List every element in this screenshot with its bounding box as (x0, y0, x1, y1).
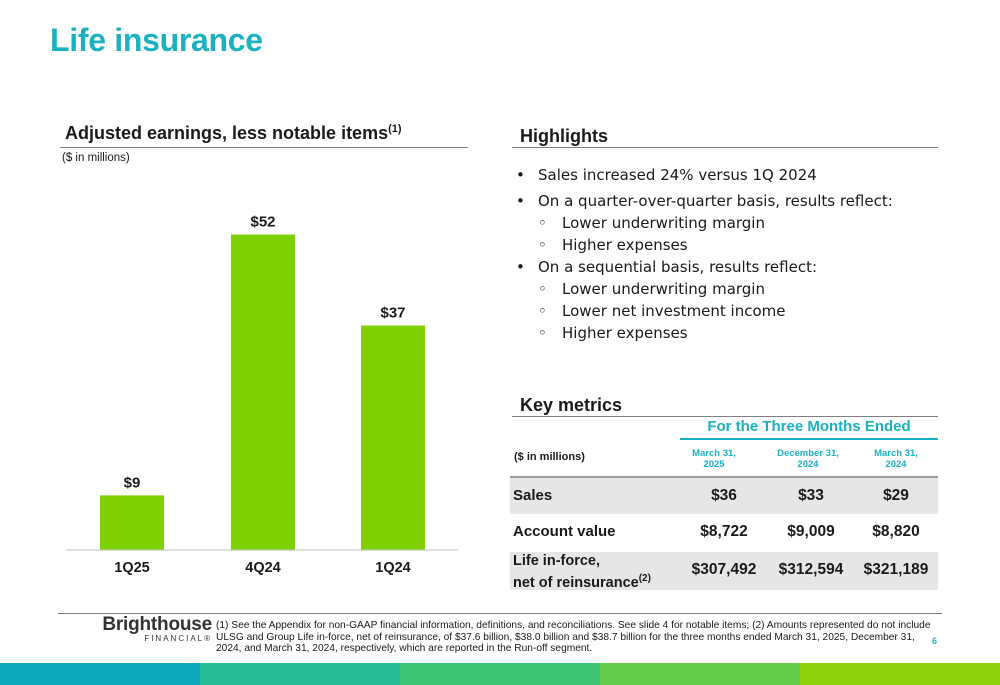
stripe-segment (0, 663, 200, 685)
key-metrics-heading: Key metrics (520, 395, 623, 415)
highlight-subitem: Lower net investment income (512, 300, 952, 322)
page-number: 6 (932, 636, 938, 646)
chart-heading-footnote: (1) (388, 123, 402, 135)
period-header: For the Three Months Ended (707, 418, 911, 435)
row-value: $321,189 (863, 561, 929, 578)
footer-rule (58, 613, 942, 614)
bottom-color-stripe (0, 663, 1000, 685)
stripe-segment (800, 663, 1000, 685)
stripe-segment (600, 663, 800, 685)
page-title: Life insurance (50, 22, 263, 58)
highlight-subitem: Higher expenses (512, 234, 952, 256)
column-header-mar-2024: March 31, 2024 (856, 448, 936, 470)
chart-heading-rule (60, 147, 468, 148)
key-metrics-heading-rule (512, 416, 938, 417)
highlights-heading-rule (512, 147, 938, 148)
highlight-item: On a sequential basis, results reflect: (512, 256, 952, 278)
row-value: $9,009 (787, 523, 835, 540)
stripe-segment (200, 663, 400, 685)
row-value: $307,492 (691, 561, 757, 578)
highlights-heading: Highlights (520, 126, 608, 146)
row-label: Account value (513, 523, 616, 540)
row-label-line: net of reinsurance(2) (513, 570, 651, 592)
row-label-footnote: (2) (638, 573, 651, 584)
x-tick-label: 1Q24 (375, 560, 410, 576)
x-tick-label: 1Q25 (114, 560, 149, 576)
chart-heading-text: Adjusted earnings, less notable items (65, 123, 389, 143)
x-tick-label: 4Q24 (245, 560, 280, 576)
bar-value-label: $37 (380, 305, 405, 322)
row-value: $33 (798, 487, 824, 504)
row-label: Life in-force, net of reinsurance(2) (513, 553, 651, 592)
bar-4q24 (231, 234, 295, 550)
column-header-line: December 31, (777, 448, 839, 459)
highlight-subitem: Lower underwriting margin (512, 278, 952, 300)
highlight-item: Sales increased 24% versus 1Q 2024 (512, 164, 952, 186)
chart-heading: Adjusted earnings, less notable items(1) (65, 123, 402, 144)
column-header-line: 2024 (797, 459, 819, 470)
column-header-line: March 31, (692, 448, 736, 459)
column-header-line: 2024 (885, 459, 907, 470)
bar-1q25 (100, 495, 164, 550)
bar-value-label: $52 (250, 214, 275, 231)
row-value: $312,594 (778, 561, 844, 578)
logo-subtext: FINANCIAL® (144, 634, 212, 643)
brighthouse-logo: Brighthouse FINANCIAL® (84, 614, 212, 643)
metrics-row-account-value: Account value $8,722 $9,009 $8,820 (510, 514, 938, 552)
chart-unit-note: ($ in millions) (62, 152, 130, 164)
bar-1q24 (361, 325, 425, 550)
column-header-mar-2025: March 31, 2025 (674, 448, 754, 470)
row-value: $8,722 (700, 523, 748, 540)
earnings-bar-chart: $9 1Q25 $52 4Q24 $37 1Q24 (66, 214, 458, 576)
footnote-text: (1) See the Appendix for non-GAAP financ… (216, 620, 931, 654)
logo-wordmark: Brighthouse (102, 614, 212, 635)
key-metrics-unit-note: ($ in millions) (514, 451, 585, 463)
stripe-segment (400, 663, 600, 685)
row-label-text: net of reinsurance (513, 574, 639, 591)
row-value: $36 (711, 487, 737, 504)
row-label: Sales (513, 487, 553, 504)
highlight-subitem: Higher expenses (512, 322, 952, 344)
metrics-row-life-in-force: Life in-force, net of reinsurance(2) $30… (510, 552, 938, 592)
bar-value-label: $9 (124, 474, 141, 491)
highlights-list: Sales increased 24% versus 1Q 2024 On a … (512, 164, 952, 344)
row-value: $8,820 (872, 523, 920, 540)
period-header-rule (680, 438, 938, 440)
metrics-row-sales: Sales $36 $33 $29 (510, 476, 938, 514)
column-header-dec-2024: December 31, 2024 (768, 448, 848, 470)
column-header-line: March 31, (874, 448, 918, 459)
column-header-line: 2025 (703, 459, 725, 470)
highlight-subitem: Lower underwriting margin (512, 212, 952, 234)
row-value: $29 (883, 487, 909, 504)
row-label-line: Life in-force, (513, 553, 601, 569)
highlight-item: On a quarter-over-quarter basis, results… (512, 190, 952, 212)
bars-layer: $9 1Q25 $52 4Q24 $37 1Q24 (100, 214, 425, 576)
